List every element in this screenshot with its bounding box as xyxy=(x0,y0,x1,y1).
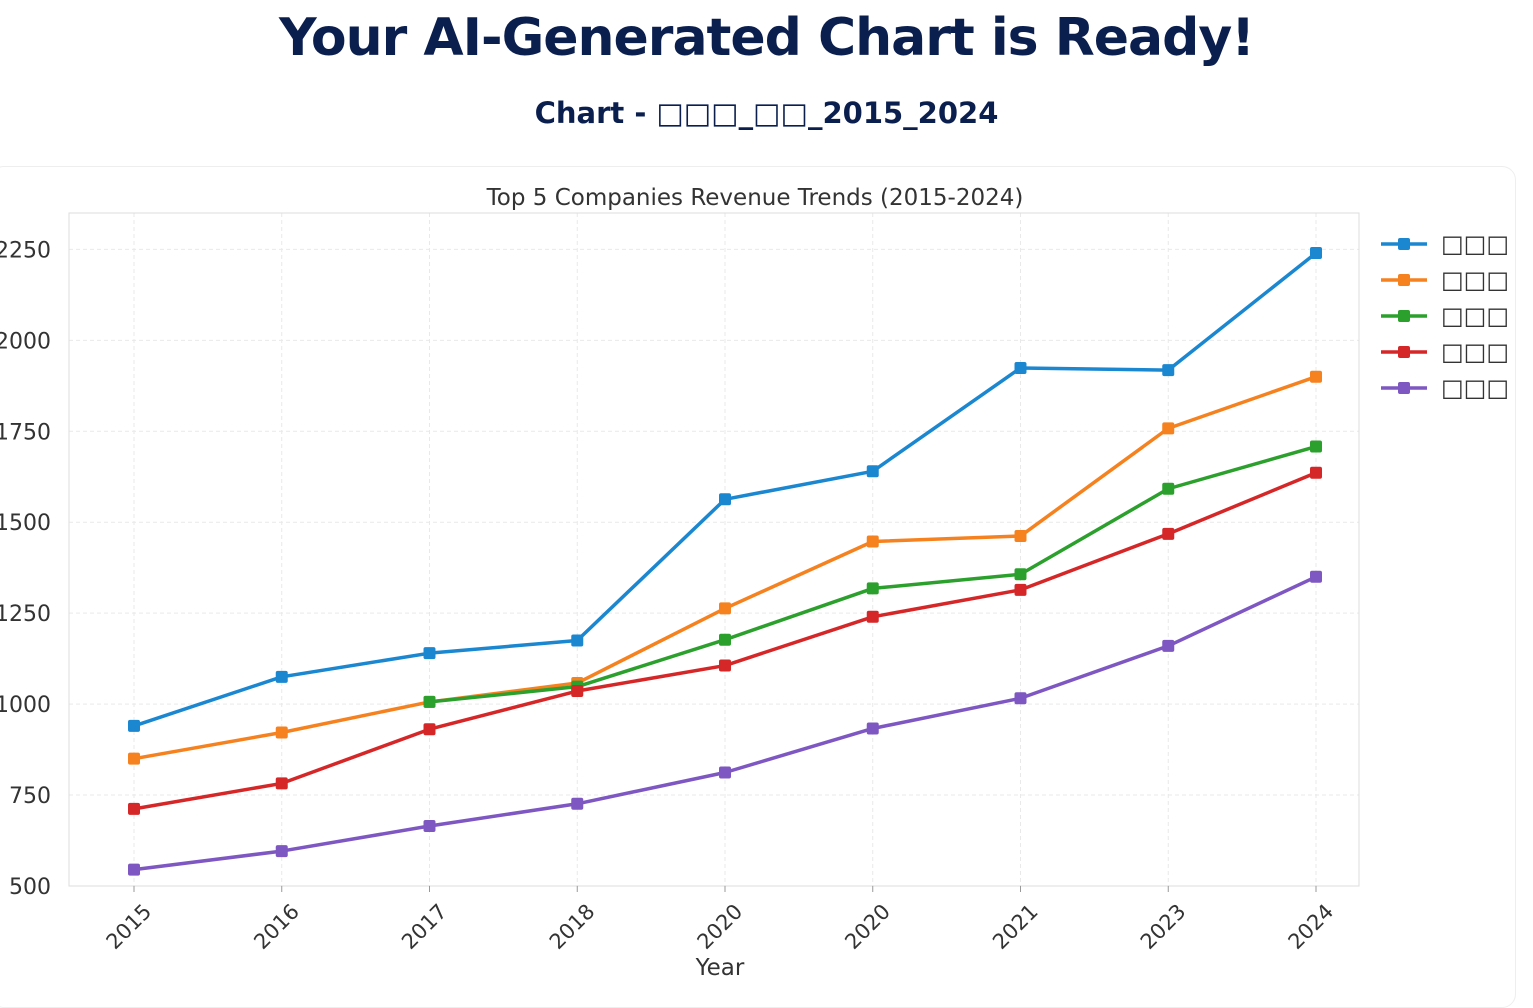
line-chart: Top 5 Companies Revenue Trends (2015-202… xyxy=(0,185,1509,981)
x-tick-label: 2021 xyxy=(988,899,1043,954)
data-point[interactable] xyxy=(128,863,140,876)
data-point[interactable] xyxy=(571,797,584,810)
data-point[interactable] xyxy=(866,465,879,478)
legend-label: □□□ xyxy=(1441,338,1509,366)
x-axis-label: Year xyxy=(695,955,745,981)
y-tick-label: 500 xyxy=(9,875,51,900)
x-tick-label: 2024 xyxy=(1284,899,1339,954)
legend-label: □□□ xyxy=(1441,230,1509,258)
data-point[interactable] xyxy=(1014,530,1027,543)
y-tick-label: 1750 xyxy=(0,420,51,445)
data-point[interactable] xyxy=(719,633,731,646)
data-point[interactable] xyxy=(719,659,731,672)
data-point[interactable] xyxy=(128,719,140,732)
legend[interactable]: □□□ □□□ □□□ □□□ □□□ xyxy=(1381,230,1509,402)
x-tick-label: 2018 xyxy=(545,899,600,954)
legend-label: □□□ xyxy=(1441,266,1509,294)
data-point[interactable] xyxy=(128,752,140,765)
data-point[interactable] xyxy=(1162,639,1175,652)
series-line-4 xyxy=(128,466,1322,815)
y-axis: 500 750 1000 1250 1500 1750 2000 2250 xyxy=(0,238,51,900)
legend-item[interactable]: □□□ xyxy=(1381,338,1509,366)
data-point[interactable] xyxy=(719,766,731,779)
x-tick-label: 2016 xyxy=(249,899,304,954)
y-tick-label: 2000 xyxy=(0,329,51,354)
data-point[interactable] xyxy=(719,602,731,615)
y-tick-label: 1000 xyxy=(0,693,51,718)
legend-item[interactable]: □□□ xyxy=(1381,230,1509,258)
y-tick-label: 2250 xyxy=(0,238,51,263)
legend-label: □□□ xyxy=(1441,302,1509,330)
x-tick-label: 2020 xyxy=(693,899,748,954)
data-point[interactable] xyxy=(866,582,879,595)
data-point[interactable] xyxy=(1162,527,1175,540)
y-tick-label: 1250 xyxy=(0,602,51,627)
y-tick-label: 1500 xyxy=(0,511,51,536)
legend-item[interactable]: □□□ xyxy=(1381,374,1509,402)
chart-title: Top 5 Companies Revenue Trends (2015-202… xyxy=(486,185,1024,211)
data-point[interactable] xyxy=(866,722,879,735)
series-line-1 xyxy=(128,247,1322,732)
data-point[interactable] xyxy=(423,695,436,708)
data-point[interactable] xyxy=(866,610,879,623)
chart-subtitle: Chart - □□□_□□_2015_2024 xyxy=(534,96,999,130)
chart-card: Top 5 Companies Revenue Trends (2015-202… xyxy=(0,166,1516,1008)
legend-marker xyxy=(1398,274,1410,286)
data-point[interactable] xyxy=(423,819,436,832)
legend-marker xyxy=(1398,238,1410,250)
data-point[interactable] xyxy=(571,634,584,647)
data-point[interactable] xyxy=(1014,361,1027,374)
data-point[interactable] xyxy=(571,685,584,698)
data-point[interactable] xyxy=(1162,482,1175,495)
data-point[interactable] xyxy=(1014,692,1027,705)
data-point[interactable] xyxy=(1162,364,1175,377)
data-point[interactable] xyxy=(1310,370,1322,383)
data-point[interactable] xyxy=(275,726,288,739)
data-point[interactable] xyxy=(1162,422,1175,435)
legend-label: □□□ xyxy=(1441,374,1509,402)
data-point[interactable] xyxy=(1310,440,1322,453)
data-point[interactable] xyxy=(866,535,879,548)
series-group xyxy=(128,247,1322,876)
data-point[interactable] xyxy=(275,845,288,858)
data-point[interactable] xyxy=(1014,583,1027,596)
y-tick-label: 750 xyxy=(9,784,51,809)
data-point[interactable] xyxy=(1310,247,1322,260)
legend-marker xyxy=(1398,310,1410,322)
plot-area-border xyxy=(68,212,1360,887)
legend-item[interactable]: □□□ xyxy=(1381,266,1509,294)
x-tick-label: 2020 xyxy=(840,899,895,954)
data-point[interactable] xyxy=(423,647,436,660)
data-point[interactable] xyxy=(1310,570,1322,583)
x-tick-label: 2017 xyxy=(397,899,452,954)
data-point[interactable] xyxy=(1310,466,1322,479)
x-tick-label: 2023 xyxy=(1136,899,1191,954)
data-point[interactable] xyxy=(128,802,140,815)
data-point[interactable] xyxy=(275,777,288,790)
legend-item[interactable]: □□□ xyxy=(1381,302,1509,330)
x-axis: 2015 2016 2017 2018 2020 2020 2021 2023 2024 xyxy=(102,886,1339,954)
series-line-5 xyxy=(128,570,1322,876)
legend-marker xyxy=(1398,346,1410,358)
data-point[interactable] xyxy=(1014,568,1027,581)
data-point[interactable] xyxy=(719,493,731,506)
legend-marker xyxy=(1398,382,1410,394)
data-point[interactable] xyxy=(423,723,436,736)
x-tick-label: 2015 xyxy=(102,899,157,954)
data-point[interactable] xyxy=(275,670,288,683)
page-title: Your AI-Generated Chart is Ready! xyxy=(279,8,1255,68)
